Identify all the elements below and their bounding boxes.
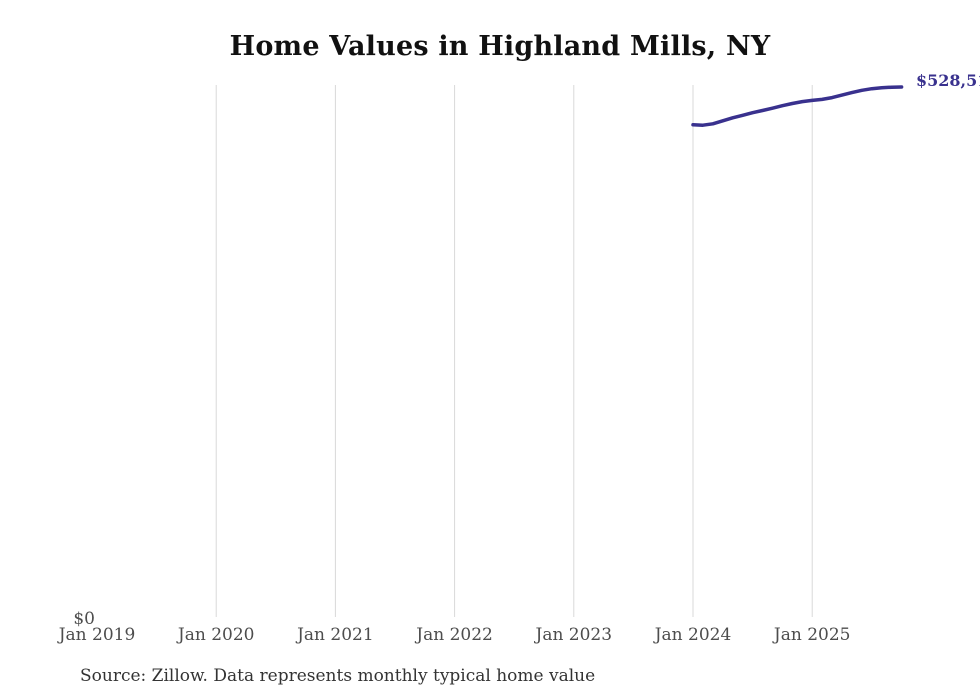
- source-note: Source: Zillow. Data represents monthly …: [80, 666, 596, 686]
- x-tick-label: Jan 2021: [297, 625, 374, 645]
- x-tick-label: Jan 2020: [177, 625, 255, 645]
- x-tick-label: Jan 2024: [654, 625, 732, 645]
- x-tick-label: Jan 2025: [773, 625, 851, 645]
- x-tick-label: Jan 2023: [535, 625, 613, 645]
- latest-value-label: $528,513: [916, 71, 980, 90]
- x-tick-label: Jan 2022: [416, 625, 493, 645]
- chart-title: Home Values in Highland Mills, NY: [229, 31, 771, 62]
- x-tick-label: Jan 2019: [58, 625, 136, 645]
- y-axis-tick-zero: $0: [73, 609, 95, 629]
